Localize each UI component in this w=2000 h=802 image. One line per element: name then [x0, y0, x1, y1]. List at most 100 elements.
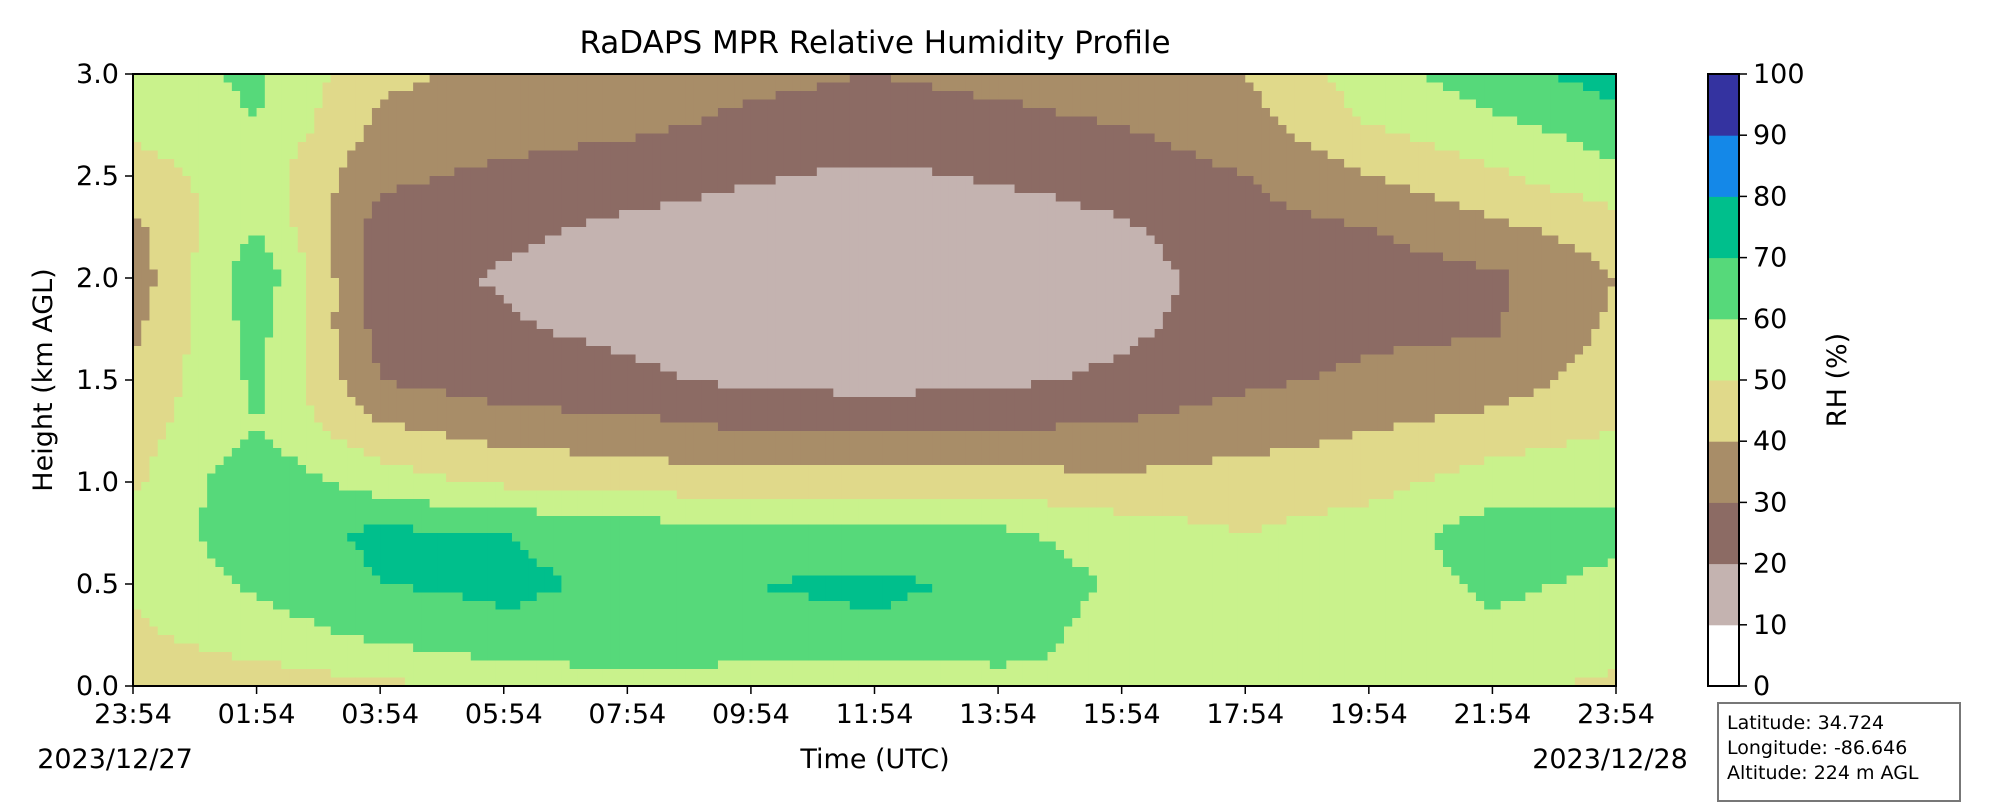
heatmap-cell	[470, 99, 480, 109]
heatmap-cell	[569, 261, 579, 271]
heatmap-cell	[1121, 133, 1131, 143]
heatmap-cell	[264, 184, 274, 194]
heatmap-cell	[544, 184, 554, 194]
heatmap-cell	[528, 235, 538, 245]
heatmap-cell	[1063, 116, 1073, 126]
heatmap-cell	[800, 278, 810, 288]
heatmap-cell	[1426, 278, 1436, 288]
heatmap-cell	[190, 278, 200, 288]
heatmap-cell	[923, 278, 933, 288]
heatmap-cell	[207, 210, 216, 220]
heatmap-cell	[1327, 116, 1337, 126]
heatmap-cell	[1088, 150, 1098, 160]
heatmap-cell	[956, 167, 966, 177]
heatmap-cell	[1352, 244, 1362, 254]
heatmap-cell	[1459, 142, 1469, 152]
heatmap-cell	[693, 244, 703, 254]
heatmap-cell	[1426, 133, 1436, 143]
heatmap-cell	[1484, 167, 1494, 177]
heatmap-cell	[1253, 108, 1263, 118]
heatmap-cell	[231, 184, 241, 194]
heatmap-cell	[1286, 210, 1296, 220]
heatmap-cell	[462, 261, 472, 271]
heatmap-cell	[668, 295, 678, 305]
heatmap-cell	[1533, 295, 1543, 305]
heatmap-cell	[462, 269, 472, 279]
heatmap-cell	[1492, 252, 1502, 262]
heatmap-cell	[437, 125, 447, 135]
heatmap-cell	[1195, 142, 1205, 152]
heatmap-cell	[882, 261, 892, 271]
heatmap-cell	[1541, 125, 1551, 135]
heatmap-cell	[429, 193, 439, 203]
heatmap-cell	[404, 244, 414, 254]
heatmap-cell	[1146, 252, 1156, 262]
heatmap-cell	[1269, 184, 1279, 194]
heatmap-cell	[989, 108, 999, 118]
heatmap-cell	[1401, 269, 1411, 279]
heatmap-cell	[446, 235, 455, 245]
heatmap-cell	[1311, 142, 1320, 152]
heatmap-cell	[734, 184, 744, 194]
heatmap-cell	[825, 218, 834, 228]
heatmap-cell	[388, 133, 398, 143]
heatmap-cell	[1393, 269, 1403, 279]
heatmap-cell	[1566, 91, 1576, 101]
heatmap-cell	[215, 184, 225, 194]
heatmap-cell	[1492, 193, 1502, 203]
heatmap-cell	[1517, 176, 1526, 186]
heatmap-cell	[1187, 108, 1197, 118]
heatmap-cell	[940, 278, 950, 288]
heatmap-cell	[948, 193, 958, 203]
heatmap-cell	[1352, 269, 1362, 279]
heatmap-cell	[1583, 227, 1592, 237]
heatmap-cell	[890, 303, 900, 313]
heatmap-cell	[544, 193, 554, 203]
heatmap-cell	[1368, 244, 1378, 254]
heatmap-cell	[380, 210, 390, 220]
heatmap-cell	[907, 142, 917, 152]
heatmap-cell	[289, 184, 299, 194]
heatmap-cell	[503, 167, 513, 177]
heatmap-cell	[536, 201, 546, 211]
heatmap-cell	[1113, 159, 1123, 169]
heatmap-cell	[1360, 74, 1370, 84]
heatmap-cell	[1063, 176, 1073, 186]
heatmap-cell	[1129, 201, 1139, 211]
heatmap-cell	[792, 176, 801, 186]
heatmap-cell	[1278, 142, 1288, 152]
heatmap-cell	[1599, 295, 1609, 305]
heatmap-cell	[297, 133, 307, 143]
heatmap-cell	[363, 133, 373, 143]
heatmap-cell	[1179, 91, 1189, 101]
heatmap-cell	[503, 108, 513, 118]
heatmap-cell	[520, 201, 530, 211]
heatmap-cell	[1377, 261, 1386, 271]
heatmap-cell	[1047, 244, 1057, 254]
heatmap-cell	[1006, 116, 1016, 126]
heatmap-cell	[1014, 252, 1024, 262]
heatmap-cell	[1344, 125, 1353, 135]
heatmap-cell	[338, 278, 348, 288]
heatmap-cell	[380, 176, 390, 186]
heatmap-cell	[1607, 82, 1616, 92]
heatmap-cell	[1146, 176, 1156, 186]
heatmap-cell	[800, 99, 810, 109]
heatmap-cell	[1541, 142, 1551, 152]
heatmap-cell	[1327, 74, 1337, 84]
heatmap-cell	[577, 218, 587, 228]
heatmap-cell	[775, 133, 785, 143]
heatmap-cell	[1550, 295, 1559, 305]
heatmap-cell	[1253, 99, 1263, 109]
heatmap-cell	[264, 269, 274, 279]
heatmap-cell	[223, 235, 233, 245]
heatmap-cell	[1014, 193, 1024, 203]
heatmap-cell	[536, 91, 546, 101]
heatmap-cell	[643, 295, 653, 305]
heatmap-cell	[503, 116, 513, 126]
heatmap-cell	[1253, 159, 1263, 169]
heatmap-cell	[1072, 278, 1082, 288]
heatmap-cell	[1195, 303, 1205, 313]
heatmap-cell	[1393, 244, 1403, 254]
heatmap-cell	[1302, 235, 1312, 245]
